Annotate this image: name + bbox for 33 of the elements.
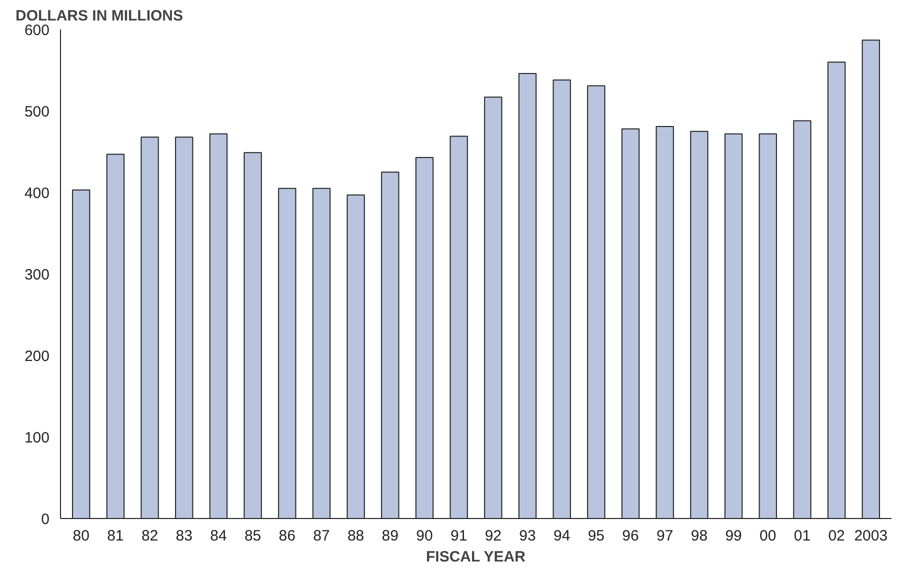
- x-tick-label: 90: [416, 528, 433, 544]
- y-tick-label: 300: [24, 266, 50, 284]
- y-axis-title: DOLLARS IN MILLIONS: [16, 8, 183, 24]
- y-tick-label: 400: [24, 185, 50, 202]
- x-tick-label: 89: [382, 528, 398, 544]
- x-tick-label: 83: [176, 528, 192, 544]
- x-tick-label: 93: [519, 528, 536, 544]
- x-tick-label: 99: [725, 528, 742, 544]
- x-tick-label: 86: [278, 528, 296, 544]
- y-tick-label: 200: [24, 348, 50, 365]
- x-tick-label: 88: [347, 528, 364, 544]
- x-axis-title: FISCAL YEAR: [426, 548, 526, 566]
- y-tick-label: 0: [41, 511, 50, 528]
- x-tick-label: 02: [828, 528, 845, 544]
- x-tick-label: 85: [244, 528, 262, 544]
- x-tick-label: 97: [656, 528, 674, 544]
- x-tick-label: 81: [107, 528, 124, 544]
- y-tick-label: 500: [24, 104, 50, 120]
- x-tick-label: 01: [794, 528, 811, 544]
- x-tick-label: 91: [450, 528, 468, 544]
- x-tick-label: 96: [622, 528, 639, 544]
- x-tick-label: 84: [210, 528, 227, 544]
- y-tick-label: 100: [24, 430, 50, 446]
- x-tick-label: 98: [690, 528, 708, 544]
- x-tick-label: 95: [588, 528, 605, 544]
- x-tick-label: 94: [554, 528, 570, 544]
- x-tick-label: 82: [141, 528, 158, 544]
- y-tick-label: 600: [24, 22, 50, 39]
- x-tick-label: 80: [72, 528, 90, 544]
- x-tick-label: 87: [313, 528, 330, 544]
- x-tick-label: 2003: [854, 528, 888, 544]
- x-tick-label: 00: [760, 528, 776, 544]
- x-tick-label: 92: [484, 528, 502, 544]
